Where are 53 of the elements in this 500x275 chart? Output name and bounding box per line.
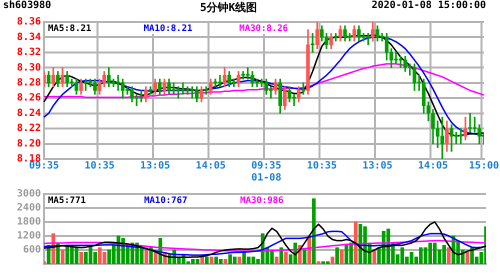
y-tick-label: 8.28 bbox=[16, 77, 41, 88]
text: MA5:8.21 bbox=[48, 24, 92, 34]
bar bbox=[274, 256, 278, 264]
y-tick-label: 2400 bbox=[16, 202, 41, 214]
bar bbox=[354, 222, 358, 264]
x-tick-label: 10:35 bbox=[306, 160, 337, 172]
bar bbox=[446, 247, 451, 264]
text: MA30:986 bbox=[240, 196, 284, 206]
x-tick-label: 10:35 bbox=[84, 160, 115, 172]
text: 2020-01-08 15:00:00 bbox=[372, 0, 486, 11]
y-tick-label: 8.20 bbox=[16, 138, 41, 150]
y-tick-label: 8.34 bbox=[16, 32, 41, 43]
bar bbox=[224, 259, 228, 264]
x-tick-label: 15:00 bbox=[468, 160, 500, 172]
x-tick-label: 09:35 bbox=[28, 160, 60, 172]
bar bbox=[316, 261, 320, 264]
y-tick-label: 1800 bbox=[16, 216, 41, 228]
bar bbox=[205, 256, 209, 264]
bar bbox=[335, 247, 339, 264]
text: sh603980 bbox=[3, 0, 52, 11]
bar bbox=[326, 261, 330, 264]
x-tick-label: 09:35 01-08 bbox=[251, 160, 282, 184]
text: MA10:767 bbox=[144, 196, 188, 206]
y-tick-label: 1200 bbox=[16, 230, 41, 242]
text: MA5:771 bbox=[48, 196, 86, 206]
bar bbox=[400, 247, 404, 264]
bar bbox=[60, 250, 64, 264]
bar bbox=[466, 252, 470, 264]
y-tick-label: 8.36 bbox=[16, 16, 41, 28]
bar bbox=[302, 250, 306, 264]
chart-title: 5分钟K线图 bbox=[200, 0, 258, 15]
y-tick-label: 600 bbox=[22, 244, 41, 256]
bar bbox=[210, 256, 214, 264]
y-tick-label: 3000 bbox=[16, 188, 41, 200]
y-tick-label: 8.32 bbox=[16, 47, 41, 58]
y-tick-label: 8.22 bbox=[16, 123, 41, 134]
y-tick-label: 8.26 bbox=[16, 92, 41, 104]
bar bbox=[238, 256, 242, 264]
text: MA30:8.26 bbox=[239, 24, 288, 34]
bar bbox=[218, 259, 223, 264]
x-tick-label: 13:05 bbox=[362, 160, 392, 172]
bar bbox=[79, 252, 84, 264]
x-tick-label: 14:05 bbox=[418, 160, 448, 172]
bar bbox=[232, 256, 237, 264]
bar bbox=[340, 250, 344, 264]
x-tick-label: 13:05 bbox=[140, 160, 170, 172]
text: MA10:8.21 bbox=[144, 24, 192, 34]
y-tick-label: 8.24 bbox=[16, 108, 41, 119]
bar bbox=[330, 256, 334, 264]
x-tick-label: 14:05 bbox=[196, 160, 226, 172]
bar bbox=[149, 247, 153, 264]
y-tick-label: 8.30 bbox=[16, 62, 41, 74]
bar bbox=[284, 252, 288, 264]
